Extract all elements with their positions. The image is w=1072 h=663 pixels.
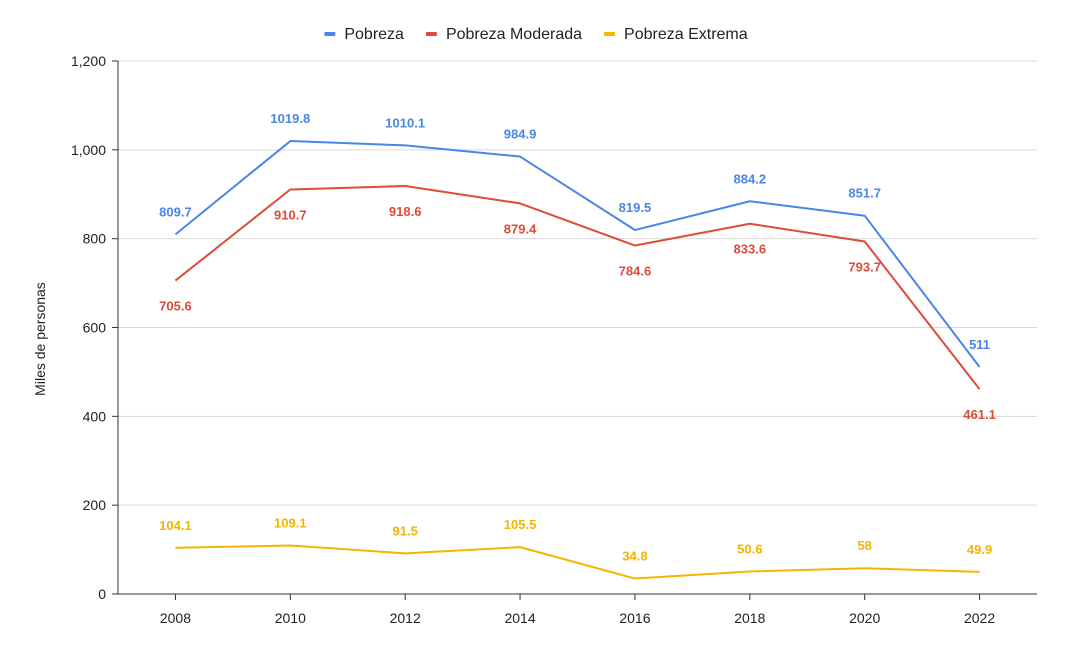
- data-label-0: 1010.1: [385, 115, 425, 130]
- legend-swatch: [604, 32, 616, 36]
- data-label-0: 1019.8: [270, 111, 310, 126]
- series-line-0: [174, 140, 981, 368]
- x-tick-label: 2010: [275, 610, 306, 626]
- legend-label: Pobreza Moderada: [446, 26, 582, 43]
- data-label-0: 819.5: [619, 200, 652, 215]
- legend: Pobreza Pobreza Moderada Pobreza Extrema: [324, 26, 748, 43]
- data-label-0: 511: [969, 337, 990, 352]
- data-label-1: 705.6: [159, 299, 192, 314]
- legend-swatch: [425, 32, 437, 36]
- data-label-1: 879.4: [504, 221, 537, 236]
- data-label-0: 984.9: [504, 127, 537, 142]
- legend-label: Pobreza Extrema: [624, 26, 748, 43]
- data-label-2: 34.8: [622, 549, 647, 564]
- y-tick-label: 1,000: [71, 142, 106, 158]
- data-label-layer: 809.7 1019.8 1010.1 984.9 819.5 884.2 851.7 511…: [159, 111, 996, 564]
- legend-item-1: Pobreza Moderada: [425, 26, 582, 43]
- x-tick-label: 2008: [160, 610, 191, 626]
- data-label-2: 91.5: [393, 523, 418, 538]
- x-tick-label: 2018: [734, 610, 765, 626]
- data-label-1: 918.6: [389, 204, 422, 219]
- data-label-1: 910.7: [274, 207, 307, 222]
- legend-swatch: [324, 32, 336, 36]
- series-line-2: [175, 544, 980, 580]
- series-line-1: [174, 184, 981, 390]
- data-label-0: 884.2: [734, 171, 767, 186]
- y-tick-label: 1,200: [71, 53, 106, 69]
- grid-layer: [118, 60, 1037, 506]
- x-tick-label: 2014: [504, 610, 535, 626]
- x-tick-label: 2020: [849, 610, 880, 626]
- legend-item-2: Pobreza Extrema: [604, 26, 748, 43]
- data-label-2: 109.1: [274, 516, 307, 531]
- y-tick-label: 600: [83, 320, 107, 336]
- y-axis-title: Miles de personas: [32, 282, 48, 396]
- y-tick-label: 0: [98, 586, 106, 602]
- data-label-2: 104.1: [159, 518, 192, 533]
- data-label-2: 105.5: [504, 517, 537, 532]
- data-label-2: 50.6: [737, 542, 762, 557]
- data-label-2: 58: [857, 538, 871, 553]
- x-tick-label: 2012: [390, 610, 421, 626]
- data-label-1: 461.1: [963, 407, 996, 422]
- data-label-1: 833.6: [734, 242, 767, 257]
- series-layer: [174, 140, 981, 580]
- data-label-1: 793.7: [848, 259, 881, 274]
- data-label-0: 851.7: [848, 186, 881, 201]
- x-tick-label: 2016: [619, 610, 650, 626]
- axis-layer: 0 200 400 600 800 1,000 1,200 2008 2010 2012 2014 2…: [71, 53, 1037, 626]
- legend-label: Pobreza: [344, 26, 404, 43]
- y-tick-label: 400: [83, 408, 107, 424]
- y-tick-label: 200: [83, 497, 107, 513]
- data-label-0: 809.7: [159, 204, 192, 219]
- legend-item-0: Pobreza: [324, 26, 404, 43]
- x-tick-label: 2022: [964, 610, 995, 626]
- data-label-1: 784.6: [619, 264, 652, 279]
- data-label-2: 49.9: [967, 542, 992, 557]
- y-tick-label: 800: [83, 231, 107, 247]
